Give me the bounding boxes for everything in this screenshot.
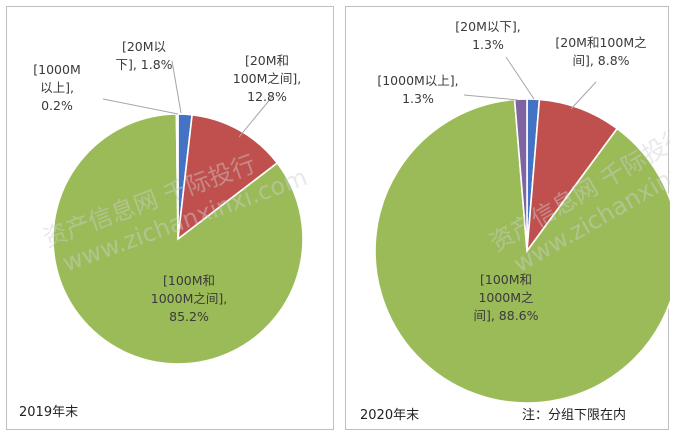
pie-slice-2020-1 xyxy=(525,98,619,254)
leader-line-2020-1 xyxy=(570,81,597,110)
slice-label-2020-1: [20M和100M之间], 8.8% xyxy=(555,35,647,68)
pie-slice-2019-1 xyxy=(176,113,279,241)
leader-line-2020-3 xyxy=(463,94,519,101)
leader-line-2019-0 xyxy=(171,60,182,114)
slice-label-2019-2: [100M和 1000M之间], 85.2% xyxy=(151,273,227,324)
pie-chart-2020: 资产信息网 千际投行www.zichanxinxi.com[20M以下],1.3… xyxy=(374,19,670,404)
slice-label-2019-3: [1000M 以上], 0.2% xyxy=(33,62,80,113)
leader-line-2019-3 xyxy=(102,98,179,115)
chart-panel-2020: 资产信息网 千际投行www.zichanxinxi.com[20M以下],1.3… xyxy=(345,6,670,430)
chart-panel-2019: 资产信息网 千际投行 www.zichanxinxi.com [20M以下], 1.… xyxy=(6,6,334,430)
pie-slice-2020-2 xyxy=(374,98,670,404)
leader-line-2019-1 xyxy=(238,96,273,138)
slice-label-2020-0: [20M以下], 1.3% xyxy=(455,19,520,52)
caption-2020: 2020年末 xyxy=(360,408,420,423)
slice-label-2020-3: [1000M以上], 1.3% xyxy=(377,73,458,106)
leader-line-2020-0 xyxy=(505,56,535,100)
slice-label-2019-0: [20M以下], 1.8% xyxy=(115,39,172,72)
caption-2019: 2019年末 xyxy=(19,405,79,420)
footnote: 注：分组下限在内 xyxy=(522,408,627,423)
slice-label-2019-1: [20M和 100M之间], 12.8% xyxy=(233,53,302,104)
slice-label-2020-2: [100M和 1000M之间], 88.6% xyxy=(473,272,538,323)
